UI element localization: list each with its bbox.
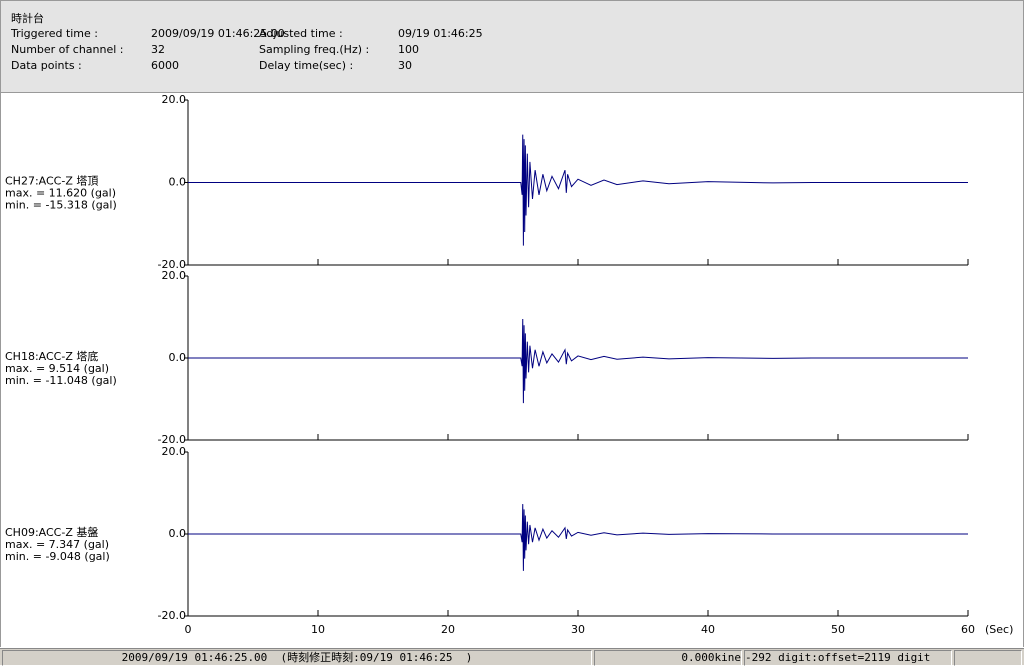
y-tick-label: 0.0 [169, 527, 187, 540]
y-tick-label: -20.0 [158, 433, 186, 446]
channel-max: max. = 11.620 (gal) [5, 187, 116, 200]
y-tick-label: 0.0 [169, 176, 187, 189]
y-tick-label: -20.0 [158, 609, 186, 622]
x-tick-label: 30 [571, 623, 585, 636]
waveform [188, 134, 968, 246]
field-label: Delay time(sec) : [259, 59, 354, 72]
field-value: 6000 [151, 59, 179, 72]
field-value: 32 [151, 43, 165, 56]
x-tick-label: 20 [441, 623, 455, 636]
y-tick-label: 20.0 [162, 93, 187, 106]
x-tick-label: 40 [701, 623, 715, 636]
plot-area: -20.0 0.0 20.0 CH27:ACC-Z 塔頂 max. = 11.620 (… [0, 93, 1024, 647]
x-tick-label: 10 [311, 623, 325, 636]
channel-min: min. = -11.048 (gal) [5, 374, 117, 387]
field-label: Triggered time : [11, 27, 98, 40]
header-title: 時計台 [11, 12, 44, 25]
x-tick-label: 60 [961, 623, 975, 636]
field-label: Number of channel : [11, 43, 124, 56]
channel-max: max. = 9.514 (gal) [5, 362, 109, 375]
x-axis-unit: (Sec) [985, 623, 1013, 636]
channel-min: min. = -15.318 (gal) [5, 199, 117, 212]
waveform [188, 319, 968, 404]
y-tick-label: 20.0 [162, 269, 187, 282]
y-tick-label: 0.0 [169, 351, 187, 364]
waveform [188, 504, 968, 571]
field-value: 09/19 01:46:25 [398, 27, 483, 40]
field-label: Adjusted time : [259, 27, 343, 40]
channel-min: min. = -9.048 (gal) [5, 550, 110, 563]
channel-name: CH09:ACC-Z 基盤 [5, 526, 98, 539]
channel-name: CH18:ACC-Z 塔底 [5, 349, 98, 363]
status-bar: 2009/09/19 01:46:25.00 (時刻修正時刻:09/19 01:… [0, 648, 1024, 666]
field-label: Data points : [11, 59, 82, 72]
channel-max: max. = 7.347 (gal) [5, 538, 109, 551]
field-value: 30 [398, 59, 412, 72]
status-time: 2009/09/19 01:46:25.00 (時刻修正時刻:09/19 01:… [2, 650, 592, 666]
y-tick-label: -20.0 [158, 258, 186, 271]
field-value: 2009/09/19 01:46:25.00 [151, 27, 285, 40]
header-panel: 時計台 Triggered time : 2009/09/19 01:46:25… [0, 0, 1024, 93]
channel-name: CH27:ACC-Z 塔頂 [5, 175, 98, 188]
field-label: Sampling freq.(Hz) : [259, 43, 370, 56]
x-tick-label: 50 [831, 623, 845, 636]
status-digit: -292 digit:offset=2119 digit [744, 650, 952, 666]
x-tick-label: 0 [185, 623, 192, 636]
field-value: 100 [398, 43, 419, 56]
y-tick-label: 20.0 [162, 445, 187, 458]
